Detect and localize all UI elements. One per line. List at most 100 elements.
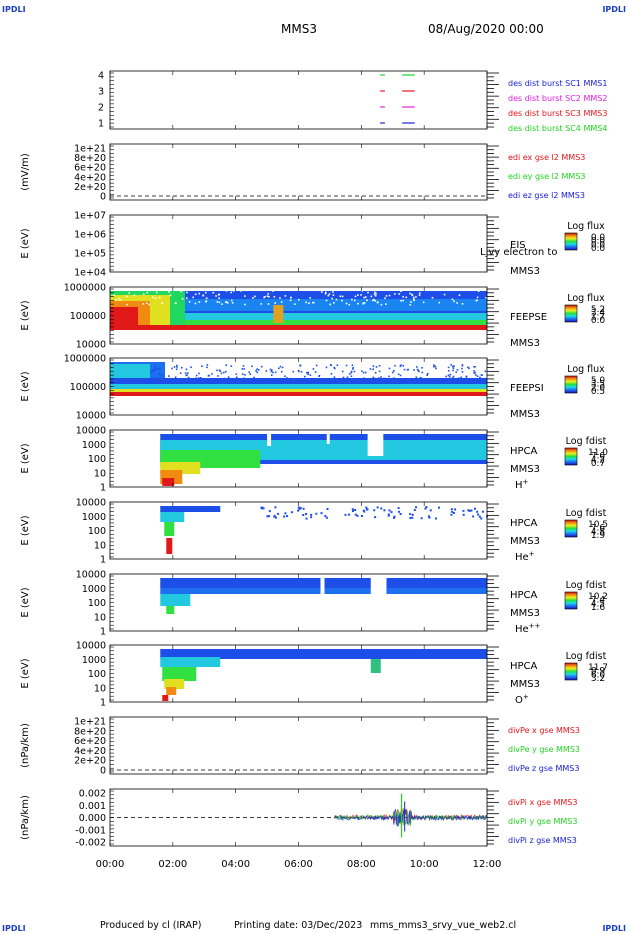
spectrogram-dot bbox=[415, 506, 418, 509]
spectrogram-dot bbox=[230, 365, 233, 367]
y-axis-label: (nPa/km) bbox=[20, 723, 31, 768]
spectrogram-gap bbox=[380, 303, 383, 306]
spectrogram-dot bbox=[397, 506, 400, 509]
spectrogram-dot bbox=[310, 513, 313, 516]
spectrogram-gap bbox=[363, 296, 365, 299]
spectrogram-gap bbox=[231, 302, 234, 304]
spectrogram-gap bbox=[366, 299, 368, 302]
spectrogram-dot bbox=[269, 368, 272, 371]
spectrogram-gap bbox=[332, 291, 334, 293]
y-axis-label: E (eV) bbox=[20, 515, 31, 545]
instrument-label: HPCA bbox=[510, 518, 538, 529]
spectrogram-gap bbox=[145, 302, 148, 305]
y-tick-label: 2 bbox=[98, 103, 104, 114]
spectrogram-dot bbox=[352, 366, 354, 369]
spectrogram-cell bbox=[162, 695, 169, 701]
y-tick-label: 10 bbox=[94, 683, 106, 694]
spectrogram-dot bbox=[483, 379, 485, 382]
spectrogram-dot bbox=[302, 507, 305, 510]
spectrogram-dot bbox=[480, 517, 483, 520]
spectrogram-gap bbox=[333, 302, 335, 304]
spectrogram-dot bbox=[460, 376, 463, 379]
spectrogram-dot bbox=[346, 376, 349, 379]
spectrogram-cell bbox=[164, 522, 175, 536]
legend-entry: divPe z gse MMS3 bbox=[508, 764, 579, 773]
spectrogram-dot bbox=[421, 371, 424, 374]
y-axis-label: (nPa/km) bbox=[20, 795, 31, 840]
spectrogram-dot bbox=[435, 367, 437, 370]
colorbar-tick-label: 0.0 bbox=[591, 240, 606, 250]
y-tick-label: 2e+20 bbox=[74, 182, 106, 193]
spectrogram-gap bbox=[402, 299, 404, 302]
y-tick-label: 1000000 bbox=[64, 354, 106, 365]
instrument-label: FEEPSE bbox=[510, 312, 547, 323]
spectrogram-dot bbox=[372, 365, 375, 367]
y-tick-label: 100 bbox=[88, 454, 106, 465]
spectrogram-gap bbox=[418, 294, 421, 296]
y-axis-label: E (eV) bbox=[20, 443, 31, 473]
y-tick-label: 8e+20 bbox=[74, 153, 106, 164]
colorbar-tick-label: 4.5 bbox=[591, 599, 605, 609]
spectrogram-dot bbox=[427, 515, 430, 518]
spectrogram-dot bbox=[313, 378, 315, 381]
spectrogram-dot bbox=[433, 365, 435, 368]
spectrogram-dot bbox=[373, 509, 376, 512]
spectrogram-dot bbox=[348, 513, 351, 516]
spectrogram-dot bbox=[428, 516, 431, 519]
spectrogram-dot bbox=[458, 379, 461, 382]
spectrogram-dot bbox=[268, 515, 271, 518]
corner-mark-top-left: IPDLI bbox=[2, 5, 26, 14]
spectrogram-gap bbox=[308, 302, 310, 305]
spectrogram-dot bbox=[349, 373, 351, 375]
spectrogram-dot bbox=[190, 366, 192, 369]
spectrogram-gap bbox=[113, 294, 115, 297]
spectrogram-dot bbox=[325, 516, 328, 519]
spectrogram-dot bbox=[421, 367, 423, 369]
spectrogram-dot bbox=[176, 364, 178, 367]
spectrogram-gap bbox=[133, 294, 136, 297]
spectrogram-gap bbox=[384, 297, 386, 299]
spectrogram-dot bbox=[304, 375, 306, 378]
colorbar-tick-label: 0.0 bbox=[591, 316, 606, 326]
spacecraft-label: MMS3 bbox=[510, 338, 540, 349]
spectrogram-cell bbox=[110, 325, 487, 330]
spectrogram-gap bbox=[332, 294, 335, 296]
spectrogram-dot bbox=[387, 513, 390, 516]
colorbar-title: Log fdist bbox=[566, 508, 607, 519]
spectrogram-dot bbox=[416, 368, 419, 371]
spectrogram-gap bbox=[374, 294, 377, 297]
spectrogram-dot bbox=[417, 369, 420, 372]
spectrogram-cell bbox=[273, 305, 284, 323]
spectrogram-dot bbox=[400, 364, 402, 366]
y-tick-label: 100 bbox=[88, 526, 106, 537]
colorbar-title: Log fdist bbox=[566, 651, 607, 662]
spectrogram-dot bbox=[341, 370, 344, 373]
spectrogram-dot bbox=[180, 366, 183, 369]
spectrogram-dot bbox=[354, 513, 357, 516]
species-label: He+ bbox=[515, 550, 535, 563]
spectrogram-gap bbox=[353, 299, 356, 302]
spectrogram-gap bbox=[188, 301, 191, 303]
y-tick-label: 1000 bbox=[82, 512, 106, 523]
spectrogram-dot bbox=[326, 507, 329, 510]
panel-frame bbox=[109, 143, 488, 201]
spacecraft-label: MMS3 bbox=[510, 266, 540, 277]
spectrogram-gap bbox=[398, 293, 401, 295]
spectrogram-dot bbox=[310, 516, 313, 519]
spectrogram-dot bbox=[241, 368, 244, 370]
spectrogram-dot bbox=[184, 372, 187, 374]
legend-entry: des dist burst SC2 MMS2 bbox=[508, 94, 607, 103]
y-tick-label: 4e+20 bbox=[74, 746, 106, 757]
spectrogram-dot bbox=[352, 510, 355, 513]
legend-entry: edi ex gse l2 MMS3 bbox=[508, 153, 585, 162]
spectrogram-gap bbox=[388, 294, 391, 297]
spectrogram-dot bbox=[227, 376, 230, 378]
spectrogram-dot bbox=[158, 367, 161, 370]
spectrogram-dot bbox=[473, 370, 475, 372]
spectrogram-gap bbox=[363, 302, 366, 304]
y-tick-label: 4e+20 bbox=[74, 172, 106, 183]
spectrogram-dot bbox=[351, 364, 354, 367]
spectrogram-dot bbox=[403, 368, 406, 371]
colorbar-tick-label: 1.9 bbox=[591, 531, 606, 541]
spectrogram-dot bbox=[461, 364, 464, 367]
